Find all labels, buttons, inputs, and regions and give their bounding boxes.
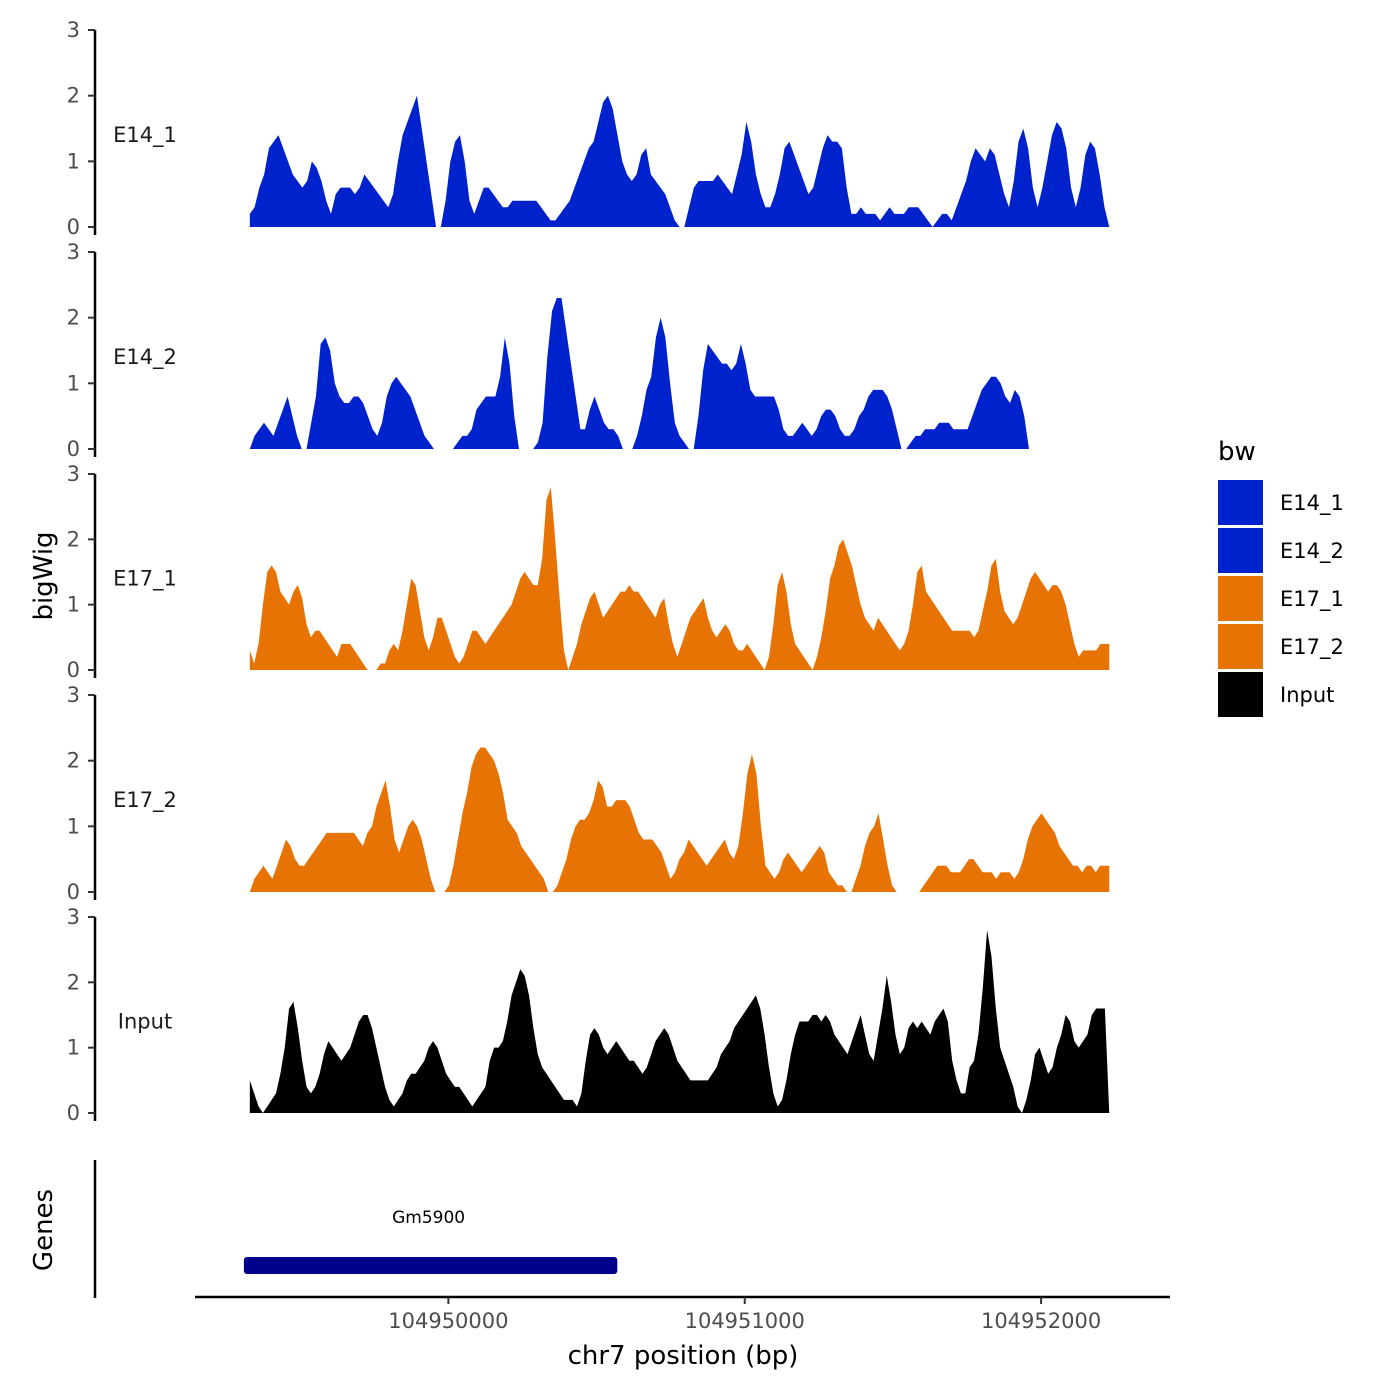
y-tick-label: 0: [67, 880, 80, 904]
y-tick-label: 3: [67, 683, 80, 707]
track-input: 0 1 2 3 Input: [67, 905, 1110, 1125]
genes-track: Gm5900: [93, 1160, 618, 1298]
signal-area-e17_1: [249, 487, 1110, 670]
y-tick-label: 2: [67, 749, 80, 773]
track-label: Input: [118, 1010, 172, 1034]
y-tick-label: 2: [67, 970, 80, 994]
y-tick-label: 0: [67, 658, 80, 682]
track-label: E17_2: [113, 788, 177, 813]
legend-swatch-e14_2: [1218, 528, 1263, 573]
track-e14_1: 0 1 2 3 E14_1: [67, 18, 1110, 239]
x-tick-label: 104951000: [685, 1309, 805, 1333]
y-tick-label: 1: [67, 1036, 80, 1060]
x-axis: 104950000 104951000 104952000: [195, 1295, 1170, 1333]
gene-body: [243, 1257, 618, 1274]
legend-label-e17_2: E17_2: [1280, 635, 1344, 660]
legend-label-input: Input: [1280, 683, 1334, 707]
y-tick-label: 3: [67, 240, 80, 264]
x-axis-title: chr7 position (bp): [568, 1341, 799, 1371]
signal-tracks: 0 1 2 3 E14_1 0 1 2 3 E14_2 0 1 2 3 E17_1 0 1 2 3 E17_2 0 1 2 3…: [67, 18, 1110, 1125]
track-label: E17_1: [113, 567, 177, 592]
y-tick-label: 1: [67, 593, 80, 617]
legend-swatch-e14_1: [1218, 480, 1263, 525]
y-tick-label: 1: [67, 149, 80, 173]
track-label: E14_1: [113, 123, 177, 148]
legend-swatch-e17_2: [1218, 624, 1263, 669]
y-tick-label: 0: [67, 437, 80, 461]
y-tick-label: 0: [67, 215, 80, 239]
y-axis-title: bigWig: [29, 531, 59, 620]
signal-area-e14_1: [249, 95, 1110, 227]
legend: bw E14_1 E14_2 E17_1 E17_2 Input: [1218, 437, 1344, 717]
legend-label-e17_1: E17_1: [1280, 587, 1344, 612]
x-tick-label: 104950000: [388, 1309, 508, 1333]
y-tick-label: 0: [67, 1101, 80, 1125]
y-tick-label: 3: [67, 18, 80, 42]
track-label: E14_2: [113, 345, 177, 370]
y-tick-label: 3: [67, 905, 80, 929]
legend-label-e14_2: E14_2: [1280, 539, 1344, 564]
y-tick-label: 2: [67, 306, 80, 330]
x-tick-label: 104952000: [981, 1309, 1101, 1333]
y-tick-label: 3: [67, 462, 80, 486]
y-tick-label: 1: [67, 814, 80, 838]
y-tick-label: 2: [67, 527, 80, 551]
signal-area-e14_2: [249, 297, 1110, 449]
genes-axis-title: Genes: [29, 1189, 59, 1271]
legend-title: bw: [1218, 437, 1256, 467]
gene-label: Gm5900: [392, 1208, 465, 1228]
y-tick-label: 2: [67, 84, 80, 108]
y-tick-label: 1: [67, 371, 80, 395]
track-e17_1: 0 1 2 3 E17_1: [67, 462, 1110, 682]
legend-swatch-input: [1218, 672, 1263, 717]
legend-label-e14_1: E14_1: [1280, 491, 1344, 516]
signal-area-input: [249, 930, 1110, 1113]
track-e14_2: 0 1 2 3 E14_2: [67, 240, 1110, 461]
signal-area-e17_2: [249, 747, 1110, 892]
track-e17_2: 0 1 2 3 E17_2: [67, 683, 1110, 904]
legend-swatch-e17_1: [1218, 576, 1263, 621]
